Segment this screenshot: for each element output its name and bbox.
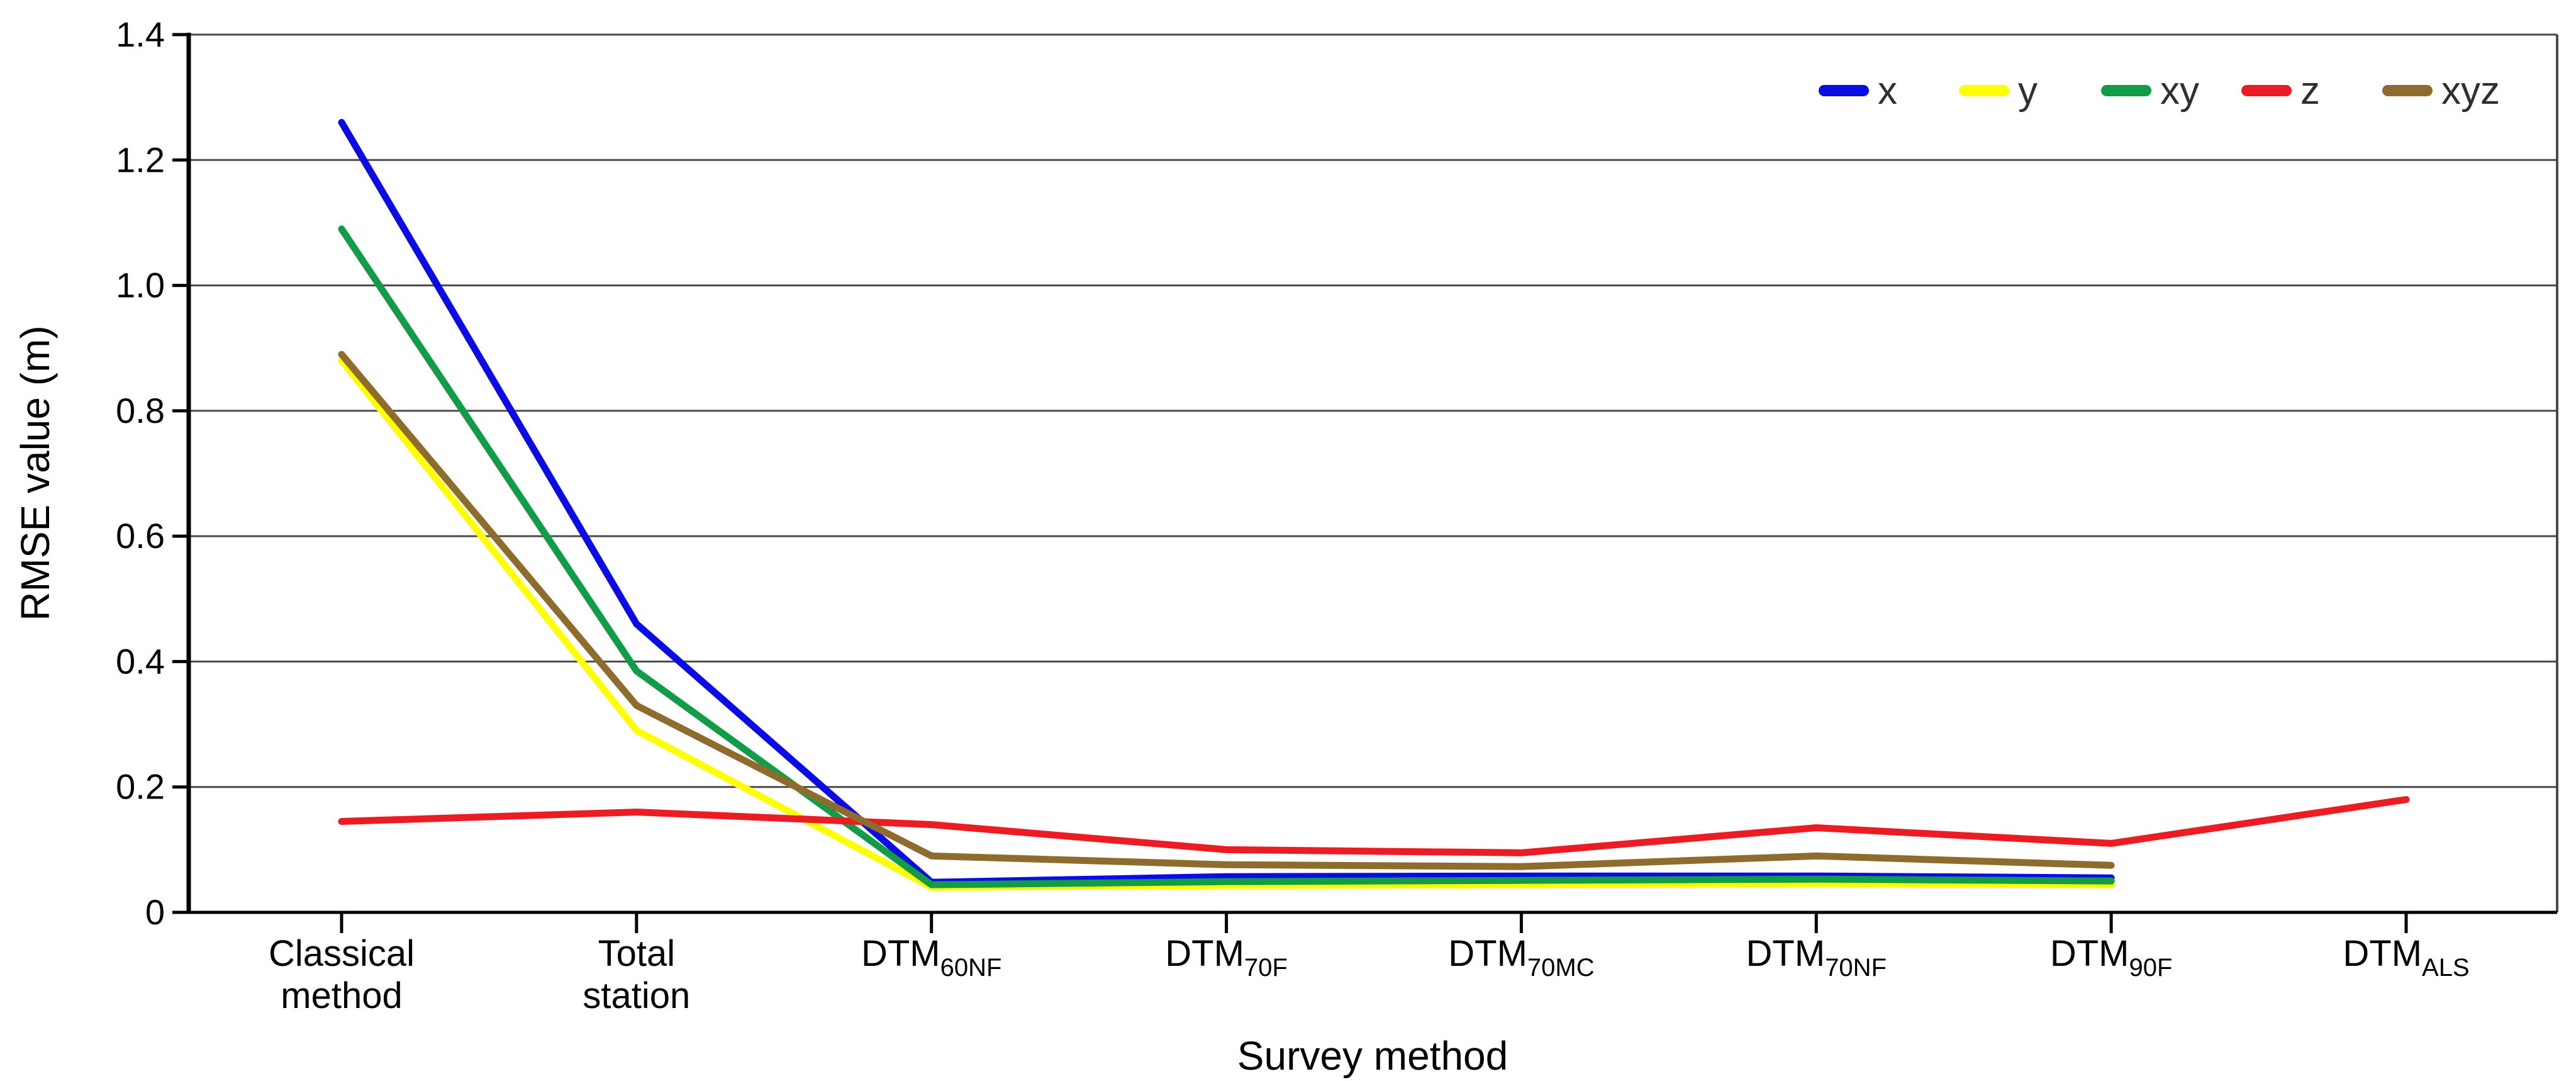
plot-frame <box>186 33 2558 914</box>
legend-swatch-xyz <box>2382 85 2433 96</box>
x-category-label: Total <box>598 933 676 974</box>
series-line-y <box>338 357 2115 891</box>
x-axis-title: Survey method <box>1237 1033 1508 1078</box>
y-tick-label: 1.2 <box>116 140 165 179</box>
legend-swatch-z <box>2241 85 2292 96</box>
legend: x y xy z xyz <box>1819 69 2500 113</box>
legend-label-xyz: xyz <box>2441 69 2500 113</box>
x-category-label: DTM70F <box>1165 933 1288 982</box>
legend-label-y: y <box>2018 69 2038 113</box>
legend-label-z: z <box>2300 69 2320 113</box>
gridlines <box>189 33 2557 788</box>
legend-label-x: x <box>1878 69 1897 113</box>
data-series <box>338 119 2410 891</box>
x-category-label-line2: method <box>281 975 402 1016</box>
series-line-x <box>338 119 2115 886</box>
x-category-label: DTMALS <box>2343 933 2469 982</box>
y-tick-label: 0 <box>145 892 165 932</box>
x-category-label: DTM90F <box>2050 933 2173 982</box>
y-tick-labels: 0 0.2 0.4 0.6 0.8 1.0 1.2 1.4 <box>116 14 165 932</box>
series-line-xy <box>338 225 2115 888</box>
y-tick-label: 1.4 <box>116 14 165 54</box>
legend-swatch-x <box>1819 85 1869 96</box>
y-tick-label: 0.6 <box>116 516 165 556</box>
y-axis-title: RMSE value (m) <box>13 325 58 620</box>
y-tick-label: 0.2 <box>116 767 165 807</box>
axis-ticks <box>172 33 2408 933</box>
series-line-z <box>338 796 2410 856</box>
legend-swatch-y <box>1959 85 2009 96</box>
series-line-xyz <box>338 350 2115 870</box>
y-tick-label: 0.4 <box>116 641 165 681</box>
x-category-label: DTM70NF <box>1746 933 1887 982</box>
x-category-label: DTM70MC <box>1448 933 1594 982</box>
y-tick-label: 0.8 <box>116 391 165 430</box>
y-tick-label: 1.0 <box>116 266 165 305</box>
x-category-label: Classical <box>269 933 415 974</box>
x-category-label: DTM60NF <box>861 933 1001 982</box>
x-category-label-line2: station <box>583 975 690 1016</box>
legend-swatch-xy <box>2101 85 2151 96</box>
legend-label-xy: xy <box>2160 69 2199 113</box>
